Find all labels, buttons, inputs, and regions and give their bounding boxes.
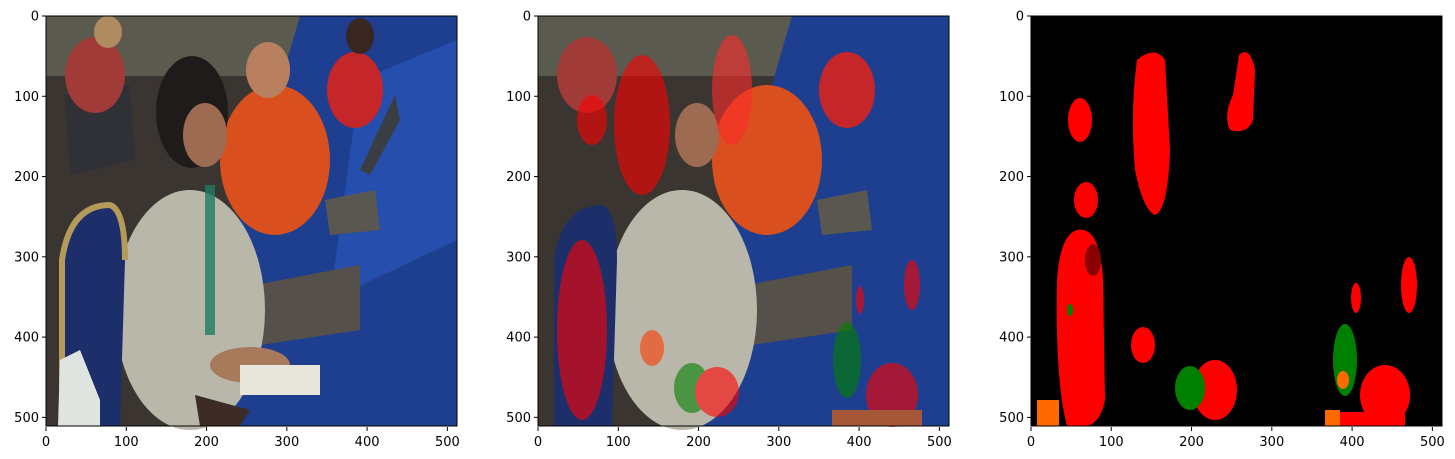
mask-y-tick-label: 500 — [999, 411, 1024, 426]
mask-image — [1031, 16, 1442, 426]
overlay-frame — [537, 15, 950, 427]
overlay-y-tick-label: 200 — [506, 170, 531, 185]
overlay-axes: 0 100 200 300 400 500 0 100 200 300 400 500 — [506, 10, 952, 451]
overlay-x-tick-label: 300 — [766, 435, 791, 450]
photo-y-tick-label: 500 — [14, 411, 39, 426]
overlay-y-tick-label: 400 — [506, 331, 531, 346]
overlay-x-tick-label: 0 — [534, 435, 542, 450]
mask-y-axis: 0 100 200 300 400 500 — [999, 10, 1031, 426]
photo-x-tick-label: 100 — [114, 435, 139, 450]
photo-x-axis: 0 100 200 300 400 500 — [42, 427, 460, 450]
photo-y-tick-label: 300 — [14, 250, 39, 265]
overlay-x-tick-label: 200 — [686, 435, 711, 450]
overlay-x-tick-label: 400 — [847, 435, 872, 450]
overlay-regions — [557, 35, 922, 427]
mask-x-tick-label: 400 — [1340, 435, 1365, 450]
photo-frame — [45, 15, 458, 427]
photo-x-tick-label: 200 — [194, 435, 219, 450]
mask-y-tick-label: 200 — [999, 170, 1024, 185]
mask-x-tick-label: 300 — [1259, 435, 1284, 450]
mask-x-tick-label: 200 — [1179, 435, 1204, 450]
overlay-y-tick-label: 300 — [506, 250, 531, 265]
mask-frame — [1030, 15, 1443, 427]
overlay-x-tick-label: 500 — [927, 435, 952, 450]
photo-panel: 0 100 200 300 400 500 0 100 200 300 400 500 — [0, 0, 460, 459]
mask-x-tick-label: 100 — [1099, 435, 1124, 450]
mask-y-tick-label: 100 — [999, 90, 1024, 105]
photo-y-axis: 0 100 200 300 400 500 — [14, 10, 46, 426]
photo-x-tick-label: 400 — [355, 435, 380, 450]
photo-x-tick-label: 300 — [274, 435, 299, 450]
photo-axes: 0 100 200 300 400 500 0 100 200 300 400 500 — [14, 10, 460, 451]
photo-x-tick-label: 0 — [42, 435, 50, 450]
mask-x-axis: 0 100 200 300 400 500 — [1027, 427, 1445, 450]
mask-panel: 0 100 200 300 400 500 0 100 200 300 400 500 — [985, 0, 1445, 459]
overlay-image — [538, 16, 949, 430]
photo-y-tick-label: 200 — [14, 170, 39, 185]
mask-x-tick-label: 500 — [1420, 435, 1445, 450]
overlay-y-tick-label: 500 — [506, 411, 531, 426]
mask-x-tick-label: 0 — [1027, 435, 1035, 450]
photo-x-tick-label: 500 — [435, 435, 460, 450]
photo-y-tick-label: 100 — [14, 90, 39, 105]
photo-image — [46, 16, 457, 430]
mask-y-tick-label: 300 — [999, 250, 1024, 265]
overlay-y-tick-label: 0 — [523, 10, 531, 25]
mask-axes: 0 100 200 300 400 500 0 100 200 300 400 500 — [999, 10, 1445, 451]
photo-y-tick-label: 0 — [31, 10, 39, 25]
mask-y-tick-label: 400 — [999, 331, 1024, 346]
overlay-x-tick-label: 100 — [606, 435, 631, 450]
photo-y-tick-label: 400 — [14, 331, 39, 346]
overlay-x-axis: 0 100 200 300 400 500 — [534, 427, 952, 450]
overlay-y-axis: 0 100 200 300 400 500 — [506, 10, 538, 426]
overlay-panel: 0 100 200 300 400 500 0 100 200 300 400 500 — [492, 0, 952, 459]
mask-y-tick-label: 0 — [1016, 10, 1024, 25]
overlay-y-tick-label: 100 — [506, 90, 531, 105]
